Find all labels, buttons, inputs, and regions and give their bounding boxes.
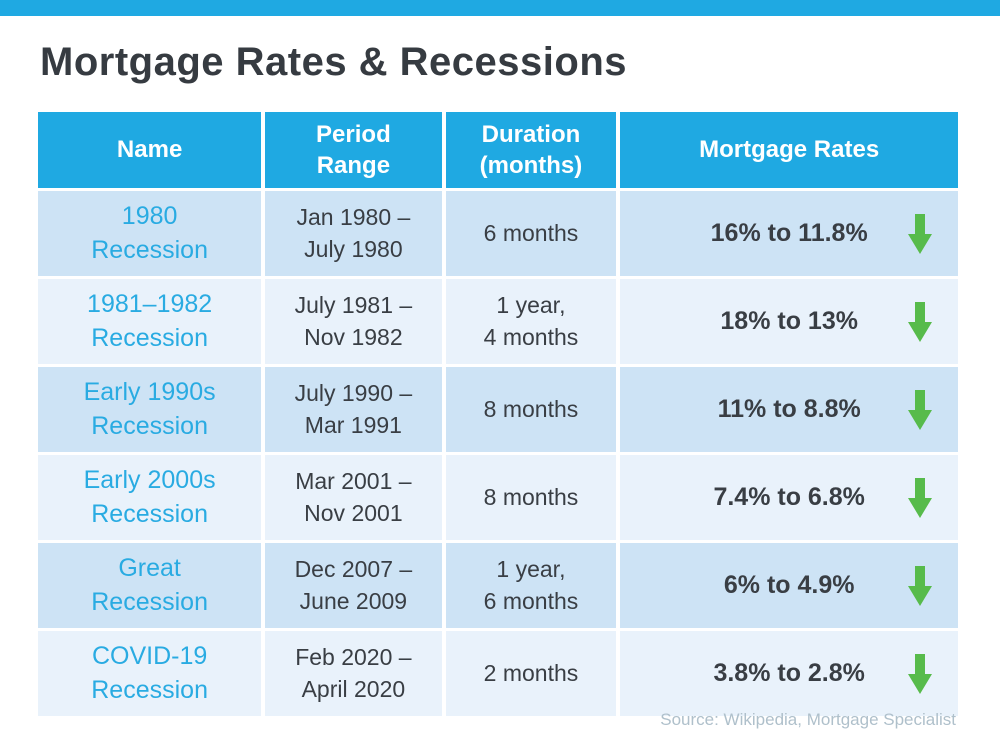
rates-value: 7.4% to 6.8%: [713, 483, 865, 511]
down-arrow-icon: [908, 565, 932, 607]
rates-cell: 3.8% to 2.8%: [620, 628, 958, 716]
header-period-range: Period Range: [265, 112, 446, 188]
recessions-table: Name Period Range Duration (months) Mort…: [38, 112, 958, 716]
top-accent-bar: [0, 0, 1000, 16]
table-row: Early 1990s Recession July 1990 – Mar 199…: [38, 364, 958, 452]
table-row: Early 2000s Recession Mar 2001 – Nov 2001…: [38, 452, 958, 540]
header-mortgage-rates: Mortgage Rates: [620, 112, 958, 188]
period-cell: Dec 2007 – June 2009: [265, 540, 446, 628]
header-duration: Duration (months): [445, 112, 621, 188]
down-arrow-icon: [908, 653, 932, 695]
name-cell: 1981–1982 Recession: [38, 276, 266, 364]
page-title: Mortgage Rates & Recessions: [40, 40, 628, 84]
name-cell: Early 1990s Recession: [38, 364, 266, 452]
period-cell: Mar 2001 – Nov 2001: [265, 452, 446, 540]
down-arrow-icon: [908, 477, 932, 519]
table-row: 1980 Recession Jan 1980 – July 1980 6 mont…: [38, 188, 958, 276]
period-cell: Jan 1980 – July 1980: [265, 188, 446, 276]
down-arrow-icon: [908, 301, 932, 343]
period-cell: Feb 2020 – April 2020: [265, 628, 446, 716]
rates-cell: 11% to 8.8%: [620, 364, 958, 452]
table-row: Great Recession Dec 2007 – June 2009 1 yea…: [38, 540, 958, 628]
rates-value: 3.8% to 2.8%: [713, 659, 865, 687]
name-cell: 1980 Recession: [38, 188, 266, 276]
name-cell: Early 2000s Recession: [38, 452, 266, 540]
duration-cell: 1 year, 4 months: [445, 276, 621, 364]
header-name: Name: [38, 112, 266, 188]
duration-cell: 1 year, 6 months: [445, 540, 621, 628]
period-cell: July 1990 – Mar 1991: [265, 364, 446, 452]
rates-cell: 16% to 11.8%: [620, 188, 958, 276]
down-arrow-icon: [908, 389, 932, 431]
rates-cell: 7.4% to 6.8%: [620, 452, 958, 540]
duration-cell: 8 months: [445, 452, 621, 540]
name-cell: COVID-19 Recession: [38, 628, 266, 716]
rates-cell: 6% to 4.9%: [620, 540, 958, 628]
duration-cell: 8 months: [445, 364, 621, 452]
table-row: 1981–1982 Recession July 1981 – Nov 1982 1…: [38, 276, 958, 364]
rates-value: 11% to 8.8%: [717, 395, 861, 423]
duration-cell: 2 months: [445, 628, 621, 716]
rates-value: 16% to 11.8%: [710, 219, 868, 247]
source-attribution: Source: Wikipedia, Mortgage Specialist: [660, 710, 956, 729]
rates-value: 18% to 13%: [720, 307, 858, 335]
rates-value: 6% to 4.9%: [723, 571, 855, 599]
down-arrow-icon: [908, 213, 932, 255]
rates-cell: 18% to 13%: [620, 276, 958, 364]
table-header-row: Name Period Range Duration (months) Mort…: [38, 112, 958, 188]
duration-cell: 6 months: [445, 188, 621, 276]
period-cell: July 1981 – Nov 1982: [265, 276, 446, 364]
name-cell: Great Recession: [38, 540, 266, 628]
table-row: COVID-19 Recession Feb 2020 – April 2020 2…: [38, 628, 958, 716]
